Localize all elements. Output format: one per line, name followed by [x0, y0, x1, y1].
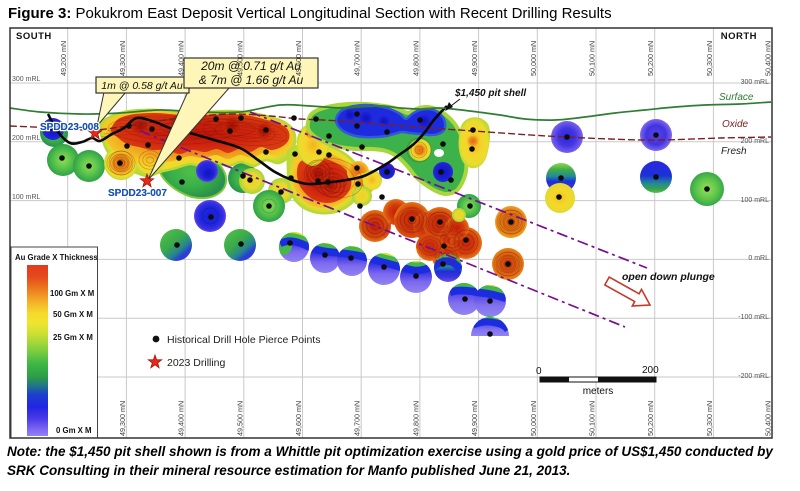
svg-text:SPDD23-008: SPDD23-008 [40, 122, 99, 133]
svg-text:49,500 mN: 49,500 mN [235, 41, 244, 76]
svg-text:Historical Drill Hole Pierce P: Historical Drill Hole Pierce Points [167, 334, 320, 346]
svg-text:49,900 mN: 49,900 mN [470, 401, 479, 436]
svg-text:50,400 mN: 50,400 mN [764, 401, 773, 436]
svg-text:50,200 mN: 50,200 mN [646, 41, 655, 76]
svg-text:Surface: Surface [719, 92, 754, 103]
svg-text:meters: meters [583, 386, 614, 397]
svg-text:49,400 mN: 49,400 mN [177, 41, 186, 76]
svg-text:49,800 mN: 49,800 mN [411, 41, 420, 76]
svg-text:NORTH: NORTH [721, 31, 757, 42]
svg-text:49,500 mN: 49,500 mN [235, 401, 244, 436]
svg-text:SRK Consulting in their minera: SRK Consulting in their mineral resource… [7, 463, 570, 478]
svg-text:0 Gm X M: 0 Gm X M [56, 426, 92, 435]
svg-text:2023 Drilling: 2023 Drilling [167, 357, 226, 369]
svg-text:Figure 3: Pokukrom East Depos: Figure 3: Pokukrom East Deposit Vertical… [8, 5, 612, 22]
svg-text:Note: the $1,450 pit shell sho: Note: the $1,450 pit shell shown is from… [7, 444, 774, 459]
svg-text:100 mRL: 100 mRL [741, 197, 770, 204]
svg-text:& 7m @ 1.66 g/t Au: & 7m @ 1.66 g/t Au [199, 73, 304, 87]
svg-text:open down plunge: open down plunge [622, 271, 715, 283]
svg-text:200: 200 [642, 365, 659, 376]
svg-text:300 mRL: 300 mRL [12, 76, 41, 83]
svg-text:Au Grade X Thickness: Au Grade X Thickness [15, 253, 98, 262]
svg-text:100 mRL: 100 mRL [12, 194, 41, 201]
svg-text:SPDD23-007: SPDD23-007 [108, 188, 167, 199]
svg-text:Oxide: Oxide [722, 119, 749, 130]
svg-text:300 mRL: 300 mRL [741, 79, 770, 86]
svg-text:SPDD23-008: SPDD23-008 [40, 122, 99, 133]
svg-text:49,700 mN: 49,700 mN [353, 41, 362, 76]
svg-text:49,600 mN: 49,600 mN [294, 41, 303, 76]
svg-text:50,000 mN: 50,000 mN [529, 401, 538, 436]
svg-text:49,700 mN: 49,700 mN [353, 401, 362, 436]
svg-text:$1,450 pit shell: $1,450 pit shell [454, 88, 526, 99]
svg-text:1m @ 0.58 g/t Au: 1m @ 0.58 g/t Au [101, 80, 183, 92]
svg-text:Fresh: Fresh [721, 146, 747, 157]
svg-text:49,200 mN: 49,200 mN [59, 41, 68, 76]
svg-text:200 mRL: 200 mRL [741, 138, 770, 145]
svg-text:50,300 mN: 50,300 mN [705, 41, 714, 76]
svg-text:0: 0 [536, 366, 542, 377]
svg-text:-100 mRL: -100 mRL [738, 314, 769, 321]
svg-text:50,200 mN: 50,200 mN [646, 401, 655, 436]
svg-text:50 Gm X M: 50 Gm X M [53, 310, 93, 319]
svg-text:25 Gm X M: 25 Gm X M [53, 333, 93, 342]
svg-text:200 mRL: 200 mRL [12, 135, 41, 142]
svg-text:49,600 mN: 49,600 mN [294, 401, 303, 436]
svg-text:49,900 mN: 49,900 mN [470, 41, 479, 76]
svg-text:49,300 mN: 49,300 mN [118, 401, 127, 436]
svg-text:50,100 mN: 50,100 mN [588, 401, 597, 436]
svg-text:20m @ 0.71 g/t Au: 20m @ 0.71 g/t Au [200, 59, 301, 73]
svg-text:SPDD23-007: SPDD23-007 [108, 188, 167, 199]
svg-text:50,000 mN: 50,000 mN [529, 41, 538, 76]
svg-text:50,400 mN: 50,400 mN [764, 41, 773, 76]
svg-text:49,300 mN: 49,300 mN [118, 41, 127, 76]
svg-text:49,400 mN: 49,400 mN [177, 401, 186, 436]
svg-text:50,100 mN: 50,100 mN [588, 41, 597, 76]
svg-text:-200 mRL: -200 mRL [738, 373, 769, 380]
svg-text:SOUTH: SOUTH [16, 31, 52, 42]
svg-text:50,300 mN: 50,300 mN [705, 401, 714, 436]
svg-text:0 mRL: 0 mRL [748, 255, 769, 262]
svg-text:49,800 mN: 49,800 mN [411, 401, 420, 436]
svg-text:100 Gm X M: 100 Gm X M [50, 289, 94, 298]
